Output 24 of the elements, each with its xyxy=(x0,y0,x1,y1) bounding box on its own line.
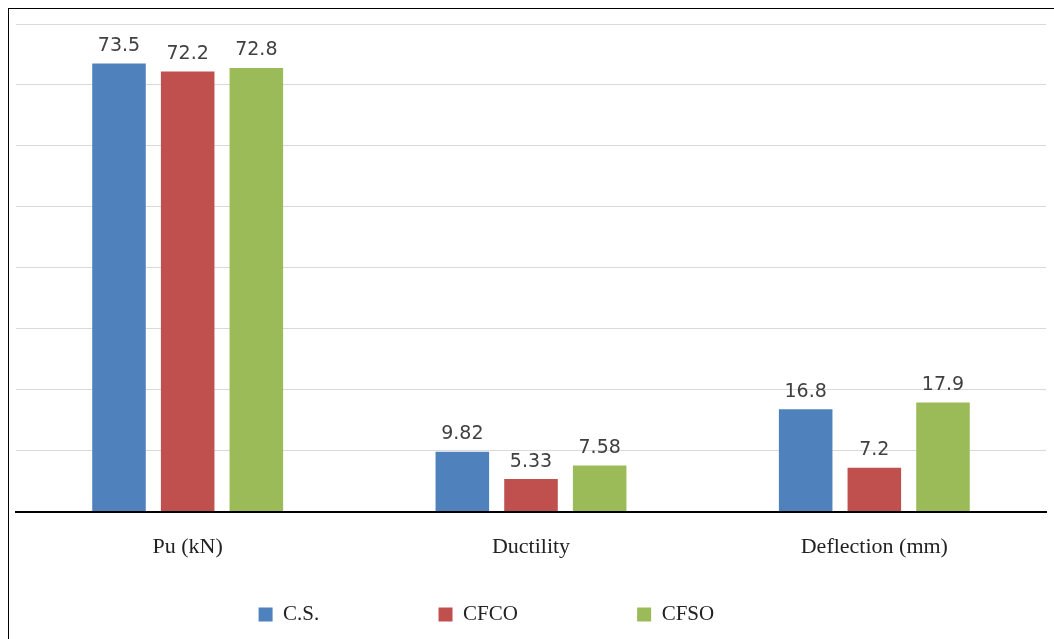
bar xyxy=(435,451,490,512)
bar xyxy=(916,402,970,512)
data-label: 72.2 xyxy=(166,40,209,63)
x-tick-label: Pu (kN) xyxy=(152,532,223,558)
bar xyxy=(572,465,627,512)
bar xyxy=(504,479,558,512)
data-label: 9.82 xyxy=(441,421,484,444)
data-label: 17.9 xyxy=(921,371,965,394)
bar xyxy=(778,409,833,512)
x-tick-label: Deflection (mm) xyxy=(800,532,948,558)
bar xyxy=(92,63,146,512)
data-label: 73.5 xyxy=(97,33,141,56)
data-label: 7.2 xyxy=(859,437,890,460)
data-label: 7.58 xyxy=(578,434,621,457)
x-tick-label: Ductility xyxy=(491,532,571,558)
data-label: 72.8 xyxy=(235,37,278,60)
bar xyxy=(847,467,902,512)
bar xyxy=(160,71,215,512)
legend-label: CFCO xyxy=(463,601,608,626)
legend-label: C.S. xyxy=(283,601,409,626)
bar xyxy=(229,67,284,512)
legend-label: CFSO xyxy=(661,601,804,626)
data-label: 5.33 xyxy=(509,448,553,471)
data-label: 16.8 xyxy=(784,378,827,401)
